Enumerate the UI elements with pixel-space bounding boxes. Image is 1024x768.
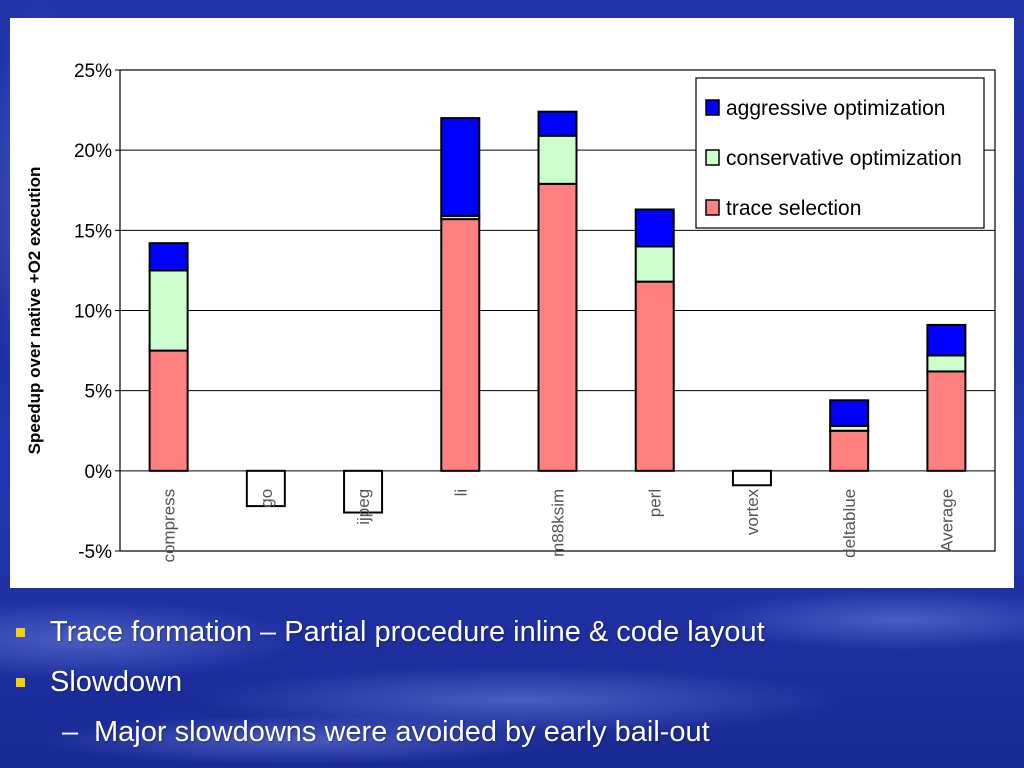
bullet-item-slowdown: Slowdown	[14, 662, 1014, 712]
bar-go-trace-selection	[245, 469, 286, 508]
bar-li-aggressive-optimization	[440, 117, 481, 217]
sub-bullet-text: Major slowdowns were avoided by early ba…	[94, 716, 710, 748]
legend-label: conservative optimization	[726, 147, 962, 170]
bullet-list: Trace formation – Partial procedure inli…	[14, 612, 1014, 762]
bar-ijpeg-trace-selection	[343, 469, 384, 514]
bar-average-trace-selection	[926, 370, 967, 472]
bullet-square-icon	[16, 628, 25, 637]
y-tick-label: 25%	[74, 61, 112, 82]
y-axis-label: Speedup over native +O2 execution	[25, 167, 44, 455]
bar-m88ksim-conservative-optimization	[537, 134, 578, 185]
legend-swatch	[705, 99, 720, 116]
y-tick-label: 0%	[85, 462, 113, 483]
bar-compress-aggressive-optimization	[148, 242, 189, 272]
y-tick-label: -5%	[78, 542, 112, 563]
bar-deltablue-aggressive-optimization	[829, 399, 870, 427]
x-category-label: ijpeg	[354, 489, 373, 525]
x-category-label: go	[257, 489, 276, 508]
x-category-label: perl	[646, 489, 665, 517]
x-category-label: vortex	[743, 488, 762, 535]
y-tick-label: 15%	[74, 221, 112, 242]
legend-swatch	[705, 199, 720, 216]
chart-panel: 25% 20% 15% 10% 5% 0% -5% Speedup over native +…	[10, 18, 1014, 588]
x-category-label: compress	[160, 489, 179, 563]
bar-perl-trace-selection	[634, 280, 675, 472]
bar-average-aggressive-optimization	[926, 323, 967, 357]
x-category-label: m88ksim	[549, 489, 568, 557]
bar-deltablue-trace-selection	[829, 429, 870, 472]
bullet-text: Slowdown	[50, 666, 183, 698]
y-tick-label: 20%	[74, 141, 112, 162]
bar-perl-aggressive-optimization	[634, 208, 675, 248]
legend-label: aggressive optimization	[726, 97, 945, 120]
bar-m88ksim-aggressive-optimization	[537, 110, 578, 137]
stacked-bar-chart: 25% 20% 15% 10% 5% 0% -5% Speedup over native +…	[25, 61, 996, 563]
bullet-square-icon	[16, 678, 25, 687]
bullet-text: Trace formation – Partial procedure inli…	[50, 616, 765, 648]
bar-li-trace-selection	[440, 218, 481, 472]
bar-compress-conservative-optimization	[148, 269, 189, 352]
sub-bullet-dash: –	[62, 716, 79, 748]
bar-compress-trace-selection	[148, 349, 189, 472]
legend-label: trace selection	[726, 197, 861, 220]
bar-vortex-trace-selection	[731, 469, 772, 487]
legend-box	[695, 77, 985, 229]
sub-bullet-item: – Major slowdowns were avoided by early …	[14, 712, 1014, 762]
bullet-item-trace-formation: Trace formation – Partial procedure inli…	[14, 612, 1014, 662]
bar-perl-conservative-optimization	[634, 245, 675, 283]
x-category-label: deltablue	[840, 489, 859, 558]
bar-m88ksim-trace-selection	[537, 182, 578, 472]
legend-swatch	[705, 149, 720, 166]
x-category-label: Average	[937, 489, 956, 552]
x-category-label: li	[451, 489, 470, 497]
y-tick-label: 5%	[85, 382, 113, 403]
y-tick-label: 10%	[74, 302, 112, 323]
bar-average-conservative-optimization	[926, 354, 967, 373]
